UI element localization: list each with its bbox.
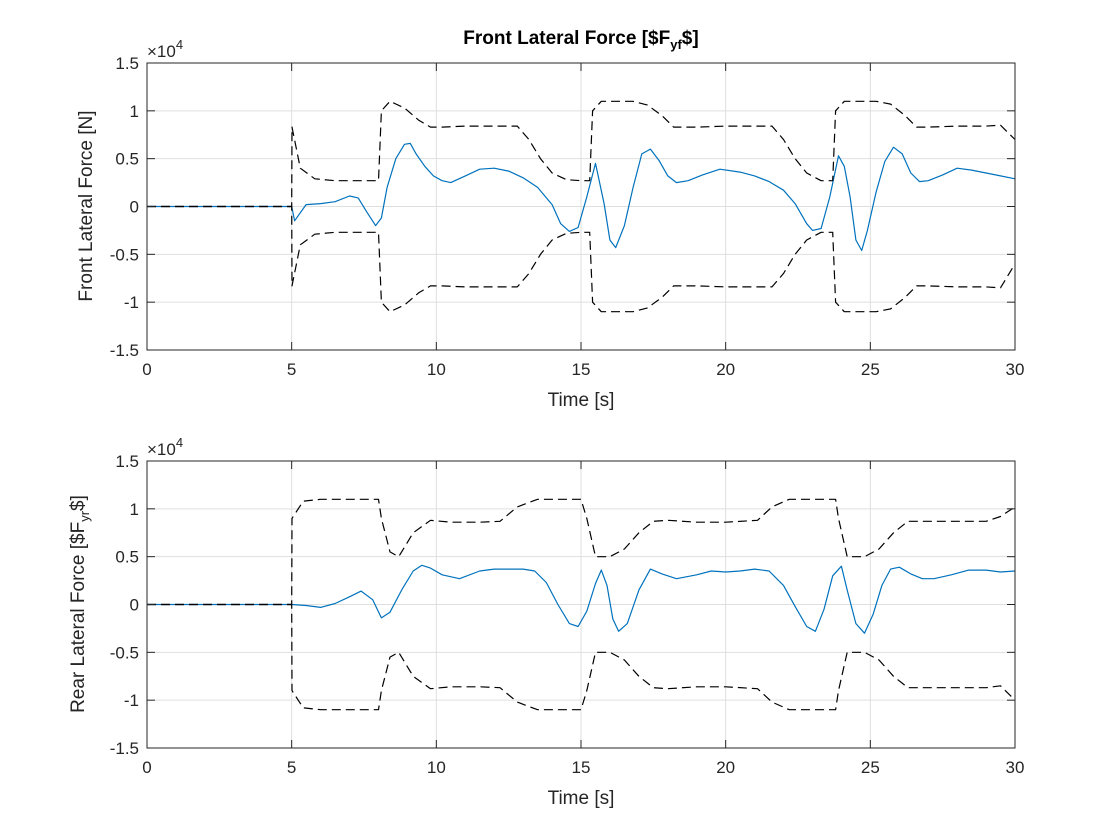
rear-x-tick-label: 10 (427, 758, 446, 777)
front-x-tick-label: 10 (427, 360, 446, 379)
front-force-plot: 0 5 10 15 20 25 30 -1.5 -1 -0.5 0 0.5 1 1.5 Front Lat… (76, 28, 1024, 411)
front-x-tick-label: 5 (287, 360, 296, 379)
rear-y-exponent: ×104 (147, 435, 183, 459)
front-plot-title: Front Lateral Force [$Fyf$] (463, 28, 698, 52)
front-x-tick-label: 20 (716, 360, 735, 379)
rear-x-tick-label: 20 (716, 758, 735, 777)
front-series (147, 100, 1016, 313)
front-x-axis-label: Time [s] (548, 390, 615, 411)
rear-ticks: 0 5 10 15 20 25 30 -1.5 -1 -0.5 0 0.5 1 1.5 (110, 452, 1025, 777)
front-x-tick-label: 15 (572, 360, 591, 379)
rear-x-tick-label: 30 (1006, 758, 1025, 777)
rear-force-plot: 0 5 10 15 20 25 30-1.5-1-0.500.511.5 Time [s] … (68, 435, 1024, 809)
rear-y-tick-label: 1.5 (115, 452, 139, 471)
rear-series (147, 498, 1016, 711)
front-ticks: 0 5 10 15 20 25 30 -1.5 -1 -0.5 0 0.5 1 1.5 (110, 54, 1025, 379)
rear-y-tick-label: -1.5 (110, 739, 139, 758)
rear-y-tick-label: -0.5 (110, 643, 139, 662)
rear-y-axis-label: Rear Lateral Force [$Fyr$] (68, 495, 92, 713)
front-x-tick-label: 30 (1006, 360, 1025, 379)
front-y-tick-label: 1.5 (115, 54, 139, 73)
rear-x-tick-label: 25 (861, 758, 880, 777)
front-y-tick-label: -1 (124, 293, 139, 312)
front-x-tick-label: 0 (142, 360, 151, 379)
front-lower-bound-line (147, 205, 1016, 313)
rear-x-tick-label: 5 (287, 758, 296, 777)
rear-x-axis-label: Time [s] (548, 788, 615, 809)
rear-x-tick-label: 15 (572, 758, 591, 777)
front-y-tick-label: 0.5 (115, 150, 139, 169)
front-y-tick-label: 1 (130, 102, 139, 121)
front-y-tick-label: -0.5 (110, 245, 139, 264)
front-y-exponent: ×104 (147, 37, 183, 61)
rear-lower-bound-line (147, 603, 1016, 711)
front-force-signal-line (147, 142, 1016, 252)
rear-y-tick-label: 1 (130, 500, 139, 519)
front-upper-bound-line (147, 100, 1016, 208)
rear-x-tick-label: 0 (142, 758, 151, 777)
rear-y-tick-label: -1 (124, 691, 139, 710)
rear-grid (147, 461, 1015, 748)
front-x-tick-label: 25 (861, 360, 880, 379)
rear-y-tick-label: 0 (130, 596, 139, 615)
front-y-tick-label: 0 (130, 198, 139, 217)
rear-force-signal-line (147, 564, 1016, 634)
front-y-tick-label: -1.5 (110, 341, 139, 360)
rear-y-tick-label: 0.5 (115, 548, 139, 567)
front-y-axis-label: Front Lateral Force [N] (76, 110, 97, 301)
rear-upper-bound-line (147, 498, 1016, 606)
